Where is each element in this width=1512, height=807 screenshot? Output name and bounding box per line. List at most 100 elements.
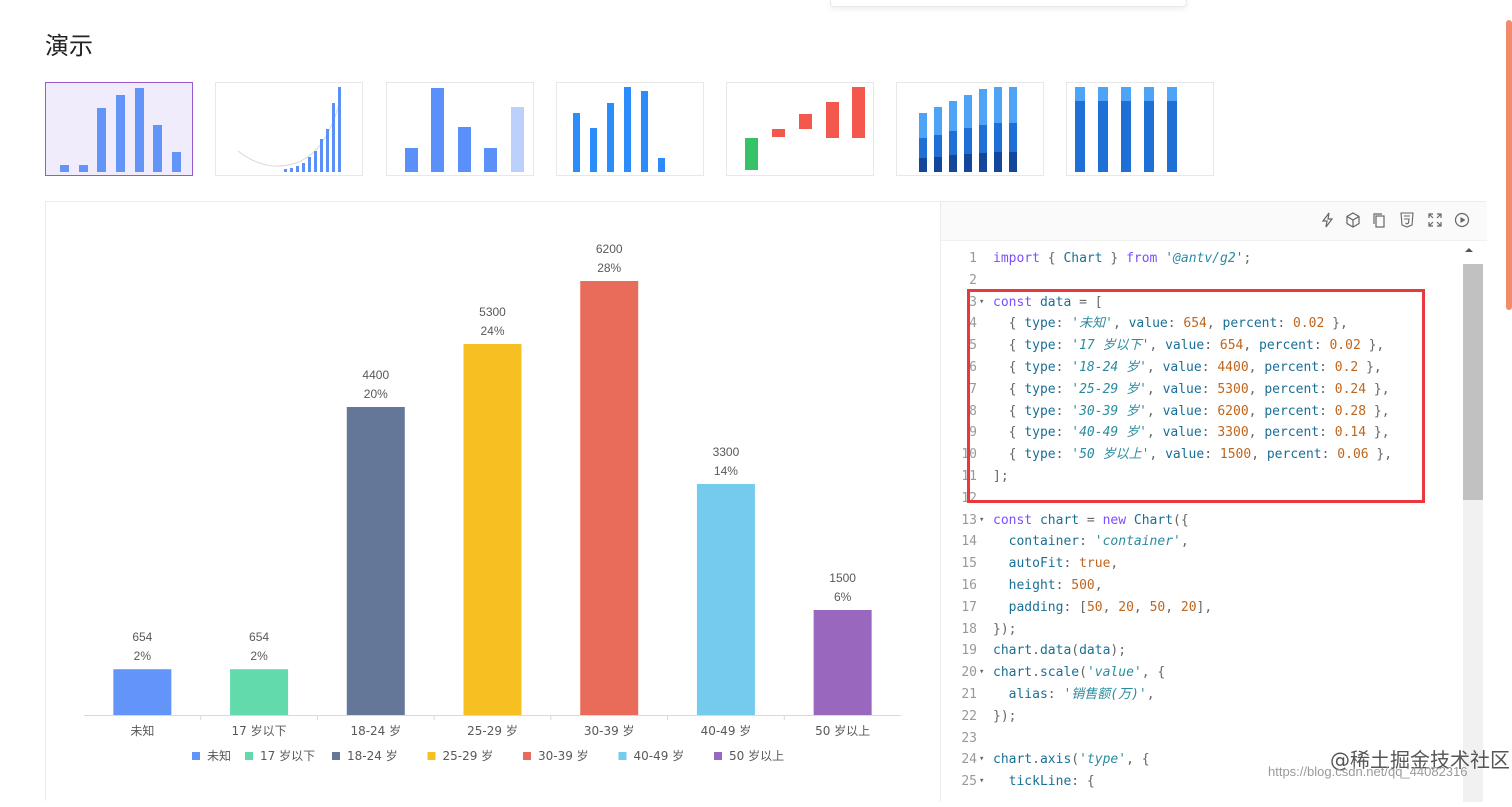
watermark-url: https://blog.csdn.net/qq_44082316 bbox=[1268, 764, 1468, 779]
page-scrollbar-thumb[interactable] bbox=[1506, 20, 1512, 310]
editor-scroll-thumb[interactable] bbox=[1463, 264, 1483, 500]
code-text: }); bbox=[993, 621, 1017, 637]
code-text: chart.axis('type', { bbox=[993, 752, 1150, 768]
thumbnail-basic-column[interactable] bbox=[45, 82, 193, 176]
line-number: 13 bbox=[961, 512, 977, 528]
code-line[interactable]: 13 ▾ const chart = new Chart({ bbox=[941, 510, 1461, 532]
fold-toggle-icon[interactable]: ▾ bbox=[979, 296, 985, 307]
code-line[interactable]: 23 bbox=[941, 728, 1461, 750]
copy-icon[interactable] bbox=[1371, 212, 1387, 228]
bar-value-label: 654 bbox=[249, 630, 269, 644]
fold-toggle-icon[interactable]: ▾ bbox=[979, 514, 985, 525]
code-line[interactable]: 20 ▾ chart.scale('value', { bbox=[941, 662, 1461, 684]
line-number: 14 bbox=[961, 534, 977, 550]
bar-percent-label: 14% bbox=[714, 464, 738, 478]
scroll-up-arrow-icon[interactable] bbox=[1463, 244, 1475, 256]
code-line[interactable]: 22}); bbox=[941, 706, 1461, 728]
thumbnail-percent-stacked[interactable] bbox=[1066, 82, 1214, 176]
code-line[interactable]: 17 padding: [50, 20, 50, 20], bbox=[941, 597, 1461, 619]
code-line[interactable]: 19 chart.data(data); bbox=[941, 640, 1461, 662]
fullscreen-icon[interactable] bbox=[1427, 212, 1443, 228]
legend-label[interactable]: 25-29 岁 bbox=[443, 748, 494, 763]
code-text: { type: '25-29 岁', value: 5300, percent:… bbox=[993, 381, 1390, 397]
legend-marker[interactable] bbox=[427, 752, 436, 760]
cube-icon[interactable] bbox=[1345, 212, 1361, 228]
html5-icon[interactable] bbox=[1399, 212, 1415, 228]
legend-marker[interactable] bbox=[245, 752, 253, 760]
code-line[interactable]: 14 container: 'container', bbox=[941, 531, 1461, 553]
legend-label[interactable]: 未知 bbox=[207, 749, 231, 763]
legend-label[interactable]: 30-39 岁 bbox=[538, 748, 589, 763]
bar[interactable] bbox=[463, 344, 522, 715]
x-tick-label: 50 岁以上 bbox=[815, 723, 870, 738]
code-line[interactable]: 6 { type: '18-24 岁', value: 4400, percen… bbox=[941, 357, 1461, 379]
x-tick-label: 17 岁以下 bbox=[232, 723, 287, 738]
code-line[interactable]: 24 ▾ chart.axis('type', { bbox=[941, 749, 1461, 771]
thumbnail-waterfall[interactable] bbox=[726, 82, 874, 176]
legend-marker[interactable] bbox=[523, 752, 531, 760]
code-line[interactable]: 7 { type: '25-29 岁', value: 5300, percen… bbox=[941, 379, 1461, 401]
code-line[interactable]: 25 ▾ tickLine: { bbox=[941, 771, 1461, 793]
code-line[interactable]: 18}); bbox=[941, 619, 1461, 641]
code-text: container: 'container', bbox=[1008, 534, 1189, 550]
legend-marker[interactable] bbox=[714, 752, 722, 760]
code-line[interactable]: 16 height: 500, bbox=[941, 575, 1461, 597]
legend-label[interactable]: 50 岁以上 bbox=[729, 748, 784, 763]
code-editor[interactable]: 1 import { Chart } from '@antv/g2'; 2 3 ▾ con… bbox=[941, 248, 1461, 793]
fold-toggle-icon[interactable]: ▾ bbox=[979, 754, 985, 765]
thumbnail-column-highlight[interactable] bbox=[386, 82, 534, 176]
code-line[interactable]: 9 { type: '40-49 岁', value: 3300, percen… bbox=[941, 422, 1461, 444]
line-number: 20 bbox=[961, 665, 977, 681]
line-number: 4 bbox=[969, 316, 977, 332]
code-line[interactable]: 15 autoFit: true, bbox=[941, 553, 1461, 575]
line-number: 18 bbox=[961, 621, 977, 637]
play-icon[interactable] bbox=[1454, 212, 1470, 228]
editor-toolbar bbox=[941, 202, 1487, 241]
bolt-icon[interactable] bbox=[1320, 212, 1336, 228]
code-line[interactable]: 2 bbox=[941, 270, 1461, 292]
line-number: 19 bbox=[961, 643, 977, 659]
bar[interactable] bbox=[696, 484, 755, 715]
bar-percent-label: 28% bbox=[597, 261, 621, 275]
bar-percent-label: 6% bbox=[834, 590, 852, 604]
code-line[interactable]: 5 { type: '17 岁以下', value: 654, percent:… bbox=[941, 335, 1461, 357]
legend-marker[interactable] bbox=[192, 752, 200, 760]
code-line[interactable]: 8 { type: '30-39 岁', value: 6200, percen… bbox=[941, 401, 1461, 423]
legend-marker[interactable] bbox=[332, 752, 340, 760]
code-text: { type: '30-39 岁', value: 6200, percent:… bbox=[993, 403, 1390, 419]
bar[interactable] bbox=[230, 669, 289, 715]
legend-label[interactable]: 17 岁以下 bbox=[260, 748, 315, 763]
thumbnail-column-sorted[interactable] bbox=[556, 82, 704, 176]
bar-percent-label: 2% bbox=[134, 649, 152, 663]
code-text: const data = [ bbox=[993, 294, 1103, 310]
bar[interactable] bbox=[813, 610, 872, 715]
bar[interactable] bbox=[580, 281, 639, 715]
bar[interactable] bbox=[346, 407, 405, 715]
code-line[interactable]: 1 import { Chart } from '@antv/g2'; bbox=[941, 248, 1461, 270]
editor-scrollbar[interactable] bbox=[1463, 264, 1483, 802]
line-number: 5 bbox=[969, 338, 977, 354]
line-number: 7 bbox=[969, 381, 977, 397]
legend-label[interactable]: 40-49 岁 bbox=[634, 748, 685, 763]
bar[interactable] bbox=[113, 669, 172, 715]
fold-toggle-icon[interactable]: ▾ bbox=[979, 776, 985, 787]
x-tick-label: 30-39 岁 bbox=[584, 723, 635, 738]
code-text: }); bbox=[993, 708, 1017, 724]
thumbnail-column-with-line[interactable] bbox=[215, 82, 363, 176]
legend-marker[interactable] bbox=[618, 752, 627, 760]
line-number: 2 bbox=[969, 272, 977, 288]
thumbnail-stacked-column[interactable] bbox=[896, 82, 1044, 176]
line-number: 9 bbox=[969, 425, 977, 441]
code-text: chart.data(data); bbox=[993, 643, 1127, 659]
code-text: chart.scale('value', { bbox=[993, 665, 1166, 681]
code-line[interactable]: 3 ▾ const data = [ bbox=[941, 292, 1461, 314]
code-line[interactable]: 10 { type: '50 岁以上', value: 1500, percen… bbox=[941, 444, 1461, 466]
code-text: { type: '17 岁以下', value: 654, percent: 0… bbox=[993, 338, 1385, 354]
legend-label[interactable]: 18-24 岁 bbox=[347, 748, 398, 763]
code-line[interactable]: 21 alias: '销售额(万)', bbox=[941, 684, 1461, 706]
fold-toggle-icon[interactable]: ▾ bbox=[979, 667, 985, 678]
code-line[interactable]: 4 { type: '未知', value: 654, percent: 0.0… bbox=[941, 313, 1461, 335]
data-highlight-box bbox=[967, 289, 1425, 503]
line-number: 22 bbox=[961, 708, 977, 724]
code-text: autoFit: true, bbox=[1008, 556, 1119, 572]
